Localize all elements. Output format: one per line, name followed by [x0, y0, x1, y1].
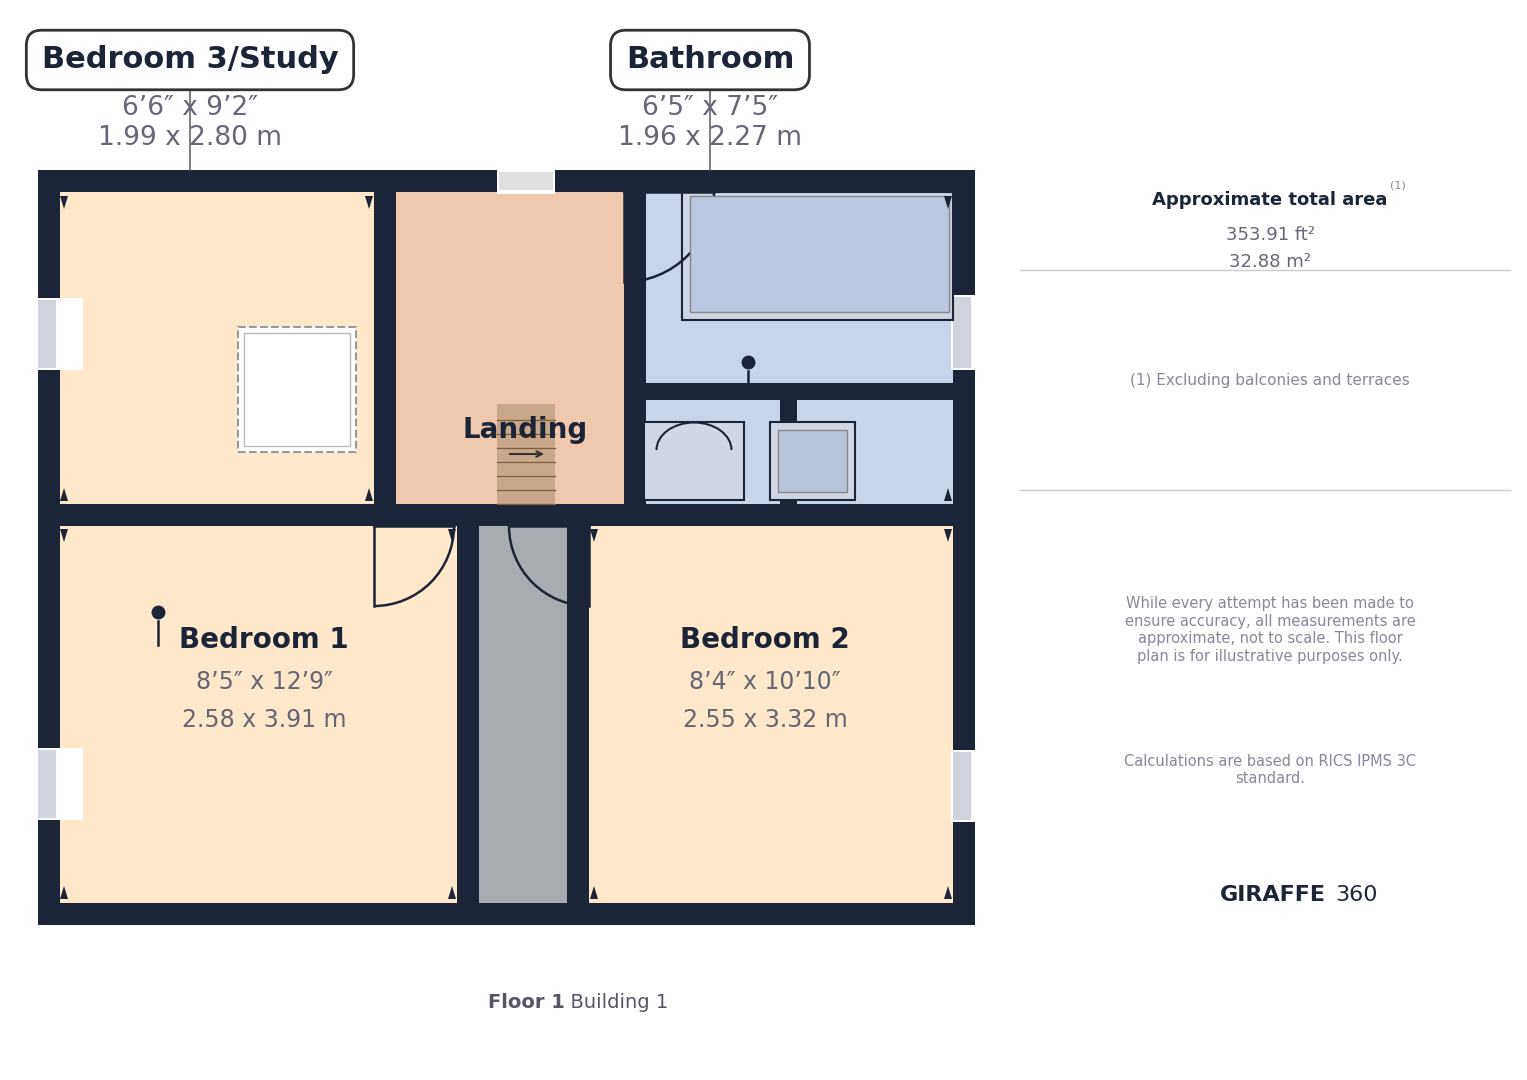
- Polygon shape: [589, 886, 599, 899]
- Text: 6’5″ x 7’5″: 6’5″ x 7’5″: [641, 95, 779, 121]
- Bar: [625, 170, 646, 515]
- Bar: [496, 141, 554, 194]
- Text: 8’5″ x 12’9″: 8’5″ x 12’9″: [195, 670, 333, 694]
- Bar: [567, 504, 589, 924]
- Bar: [953, 752, 971, 820]
- Polygon shape: [944, 488, 951, 501]
- Bar: [60, 515, 467, 903]
- Bar: [457, 504, 479, 924]
- Bar: [374, 170, 395, 515]
- Bar: [38, 504, 976, 526]
- Bar: [780, 400, 797, 515]
- Text: 6’6″ x 9’2″: 6’6″ x 9’2″: [122, 95, 258, 121]
- Bar: [499, 172, 553, 190]
- Text: Approximate total area: Approximate total area: [1153, 191, 1388, 210]
- Polygon shape: [589, 529, 599, 542]
- Text: 353.91 ft²: 353.91 ft²: [1226, 226, 1315, 244]
- Polygon shape: [637, 488, 644, 501]
- Bar: [37, 748, 82, 820]
- Bar: [496, 404, 554, 504]
- Polygon shape: [60, 488, 69, 501]
- Text: 2.58 x 3.91 m: 2.58 x 3.91 m: [182, 708, 347, 732]
- Text: Floor 1: Floor 1: [489, 993, 565, 1012]
- Polygon shape: [944, 529, 951, 542]
- Text: (1): (1): [1390, 180, 1406, 190]
- Bar: [60, 192, 385, 515]
- Polygon shape: [60, 529, 69, 542]
- Text: 1.99 x 2.80 m: 1.99 x 2.80 m: [98, 125, 282, 151]
- Polygon shape: [944, 886, 951, 899]
- Bar: [635, 383, 953, 400]
- Bar: [635, 192, 953, 515]
- Polygon shape: [60, 195, 69, 210]
- Bar: [467, 515, 579, 537]
- Text: 2.55 x 3.32 m: 2.55 x 3.32 m: [683, 708, 847, 732]
- Text: (1) Excluding balconies and terraces: (1) Excluding balconies and terraces: [1130, 373, 1409, 388]
- Bar: [770, 422, 855, 500]
- Bar: [644, 422, 744, 500]
- Bar: [579, 515, 953, 903]
- Text: 8’4″ x 10’10″: 8’4″ x 10’10″: [689, 670, 841, 694]
- Text: 360: 360: [1335, 885, 1377, 905]
- Text: Building 1: Building 1: [557, 993, 669, 1012]
- Text: 32.88 m²: 32.88 m²: [1229, 253, 1312, 271]
- Polygon shape: [944, 195, 951, 210]
- Bar: [38, 170, 976, 192]
- Polygon shape: [365, 195, 373, 210]
- Text: Bedroom 1: Bedroom 1: [179, 626, 348, 654]
- Bar: [238, 327, 356, 453]
- Bar: [38, 300, 56, 368]
- Polygon shape: [637, 195, 644, 210]
- Bar: [953, 170, 976, 924]
- Text: Bedroom 3/Study: Bedroom 3/Study: [41, 45, 339, 75]
- Bar: [244, 333, 350, 446]
- Bar: [467, 515, 579, 903]
- Text: Landing: Landing: [463, 416, 588, 444]
- Text: Bedroom 2: Bedroom 2: [680, 626, 851, 654]
- Text: While every attempt has been made to
ensure accuracy, all measurements are
appro: While every attempt has been made to ens…: [1124, 596, 1416, 663]
- Polygon shape: [447, 529, 457, 542]
- Bar: [777, 430, 847, 492]
- Bar: [37, 298, 82, 370]
- Polygon shape: [60, 886, 69, 899]
- Bar: [38, 903, 976, 924]
- Bar: [38, 750, 56, 818]
- Bar: [238, 327, 356, 453]
- Text: Bathroom: Bathroom: [626, 45, 794, 75]
- Text: Calculations are based on RICS IPMS 3C
standard.: Calculations are based on RICS IPMS 3C s…: [1124, 754, 1416, 786]
- Polygon shape: [365, 488, 373, 501]
- Text: GIRAFFE: GIRAFFE: [1220, 885, 1325, 905]
- Text: 1.96 x 2.27 m: 1.96 x 2.27 m: [618, 125, 802, 151]
- Bar: [953, 297, 971, 368]
- Polygon shape: [447, 886, 457, 899]
- Bar: [38, 170, 60, 924]
- Bar: [385, 192, 635, 515]
- Bar: [951, 750, 1002, 822]
- Bar: [683, 192, 953, 320]
- Bar: [951, 295, 1002, 370]
- Bar: [690, 195, 948, 312]
